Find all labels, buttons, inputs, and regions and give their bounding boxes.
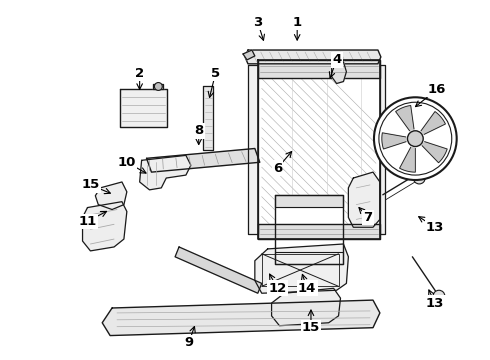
Text: 13: 13 (426, 297, 444, 310)
Text: 11: 11 (78, 215, 97, 228)
Text: 8: 8 (194, 124, 203, 137)
Text: 13: 13 (426, 221, 444, 234)
Text: 16: 16 (428, 83, 446, 96)
Polygon shape (274, 195, 343, 207)
Text: 9: 9 (184, 336, 194, 349)
Polygon shape (258, 60, 380, 78)
Text: 15: 15 (81, 179, 99, 192)
Polygon shape (243, 50, 255, 60)
Text: 15: 15 (302, 321, 320, 334)
Polygon shape (258, 60, 380, 239)
Polygon shape (400, 147, 416, 172)
Polygon shape (140, 156, 191, 190)
Text: 4: 4 (332, 53, 341, 66)
Polygon shape (102, 300, 380, 336)
Circle shape (414, 172, 425, 184)
Text: 1: 1 (293, 16, 302, 29)
Polygon shape (82, 202, 127, 251)
Polygon shape (380, 65, 385, 234)
Polygon shape (348, 172, 380, 227)
Polygon shape (274, 195, 343, 264)
Polygon shape (255, 244, 348, 293)
Polygon shape (248, 65, 258, 234)
Polygon shape (175, 247, 262, 293)
Polygon shape (120, 89, 167, 127)
Circle shape (408, 131, 423, 147)
Polygon shape (271, 288, 341, 326)
Text: 12: 12 (269, 282, 287, 295)
Polygon shape (258, 224, 380, 239)
Circle shape (374, 97, 457, 180)
Polygon shape (395, 105, 414, 131)
Text: 5: 5 (211, 67, 220, 80)
Polygon shape (422, 142, 447, 163)
Text: 7: 7 (364, 211, 372, 224)
Polygon shape (274, 252, 343, 264)
Text: 3: 3 (253, 16, 263, 29)
Circle shape (433, 290, 445, 302)
Polygon shape (332, 62, 346, 84)
Polygon shape (147, 148, 260, 172)
Text: 14: 14 (298, 282, 316, 295)
Polygon shape (203, 86, 214, 150)
Text: 2: 2 (135, 67, 144, 80)
Polygon shape (153, 84, 163, 89)
Text: 6: 6 (273, 162, 282, 175)
Polygon shape (245, 50, 381, 64)
Polygon shape (382, 133, 406, 149)
Polygon shape (96, 182, 127, 210)
Text: 10: 10 (118, 156, 136, 169)
Circle shape (154, 82, 162, 90)
Polygon shape (421, 112, 445, 134)
